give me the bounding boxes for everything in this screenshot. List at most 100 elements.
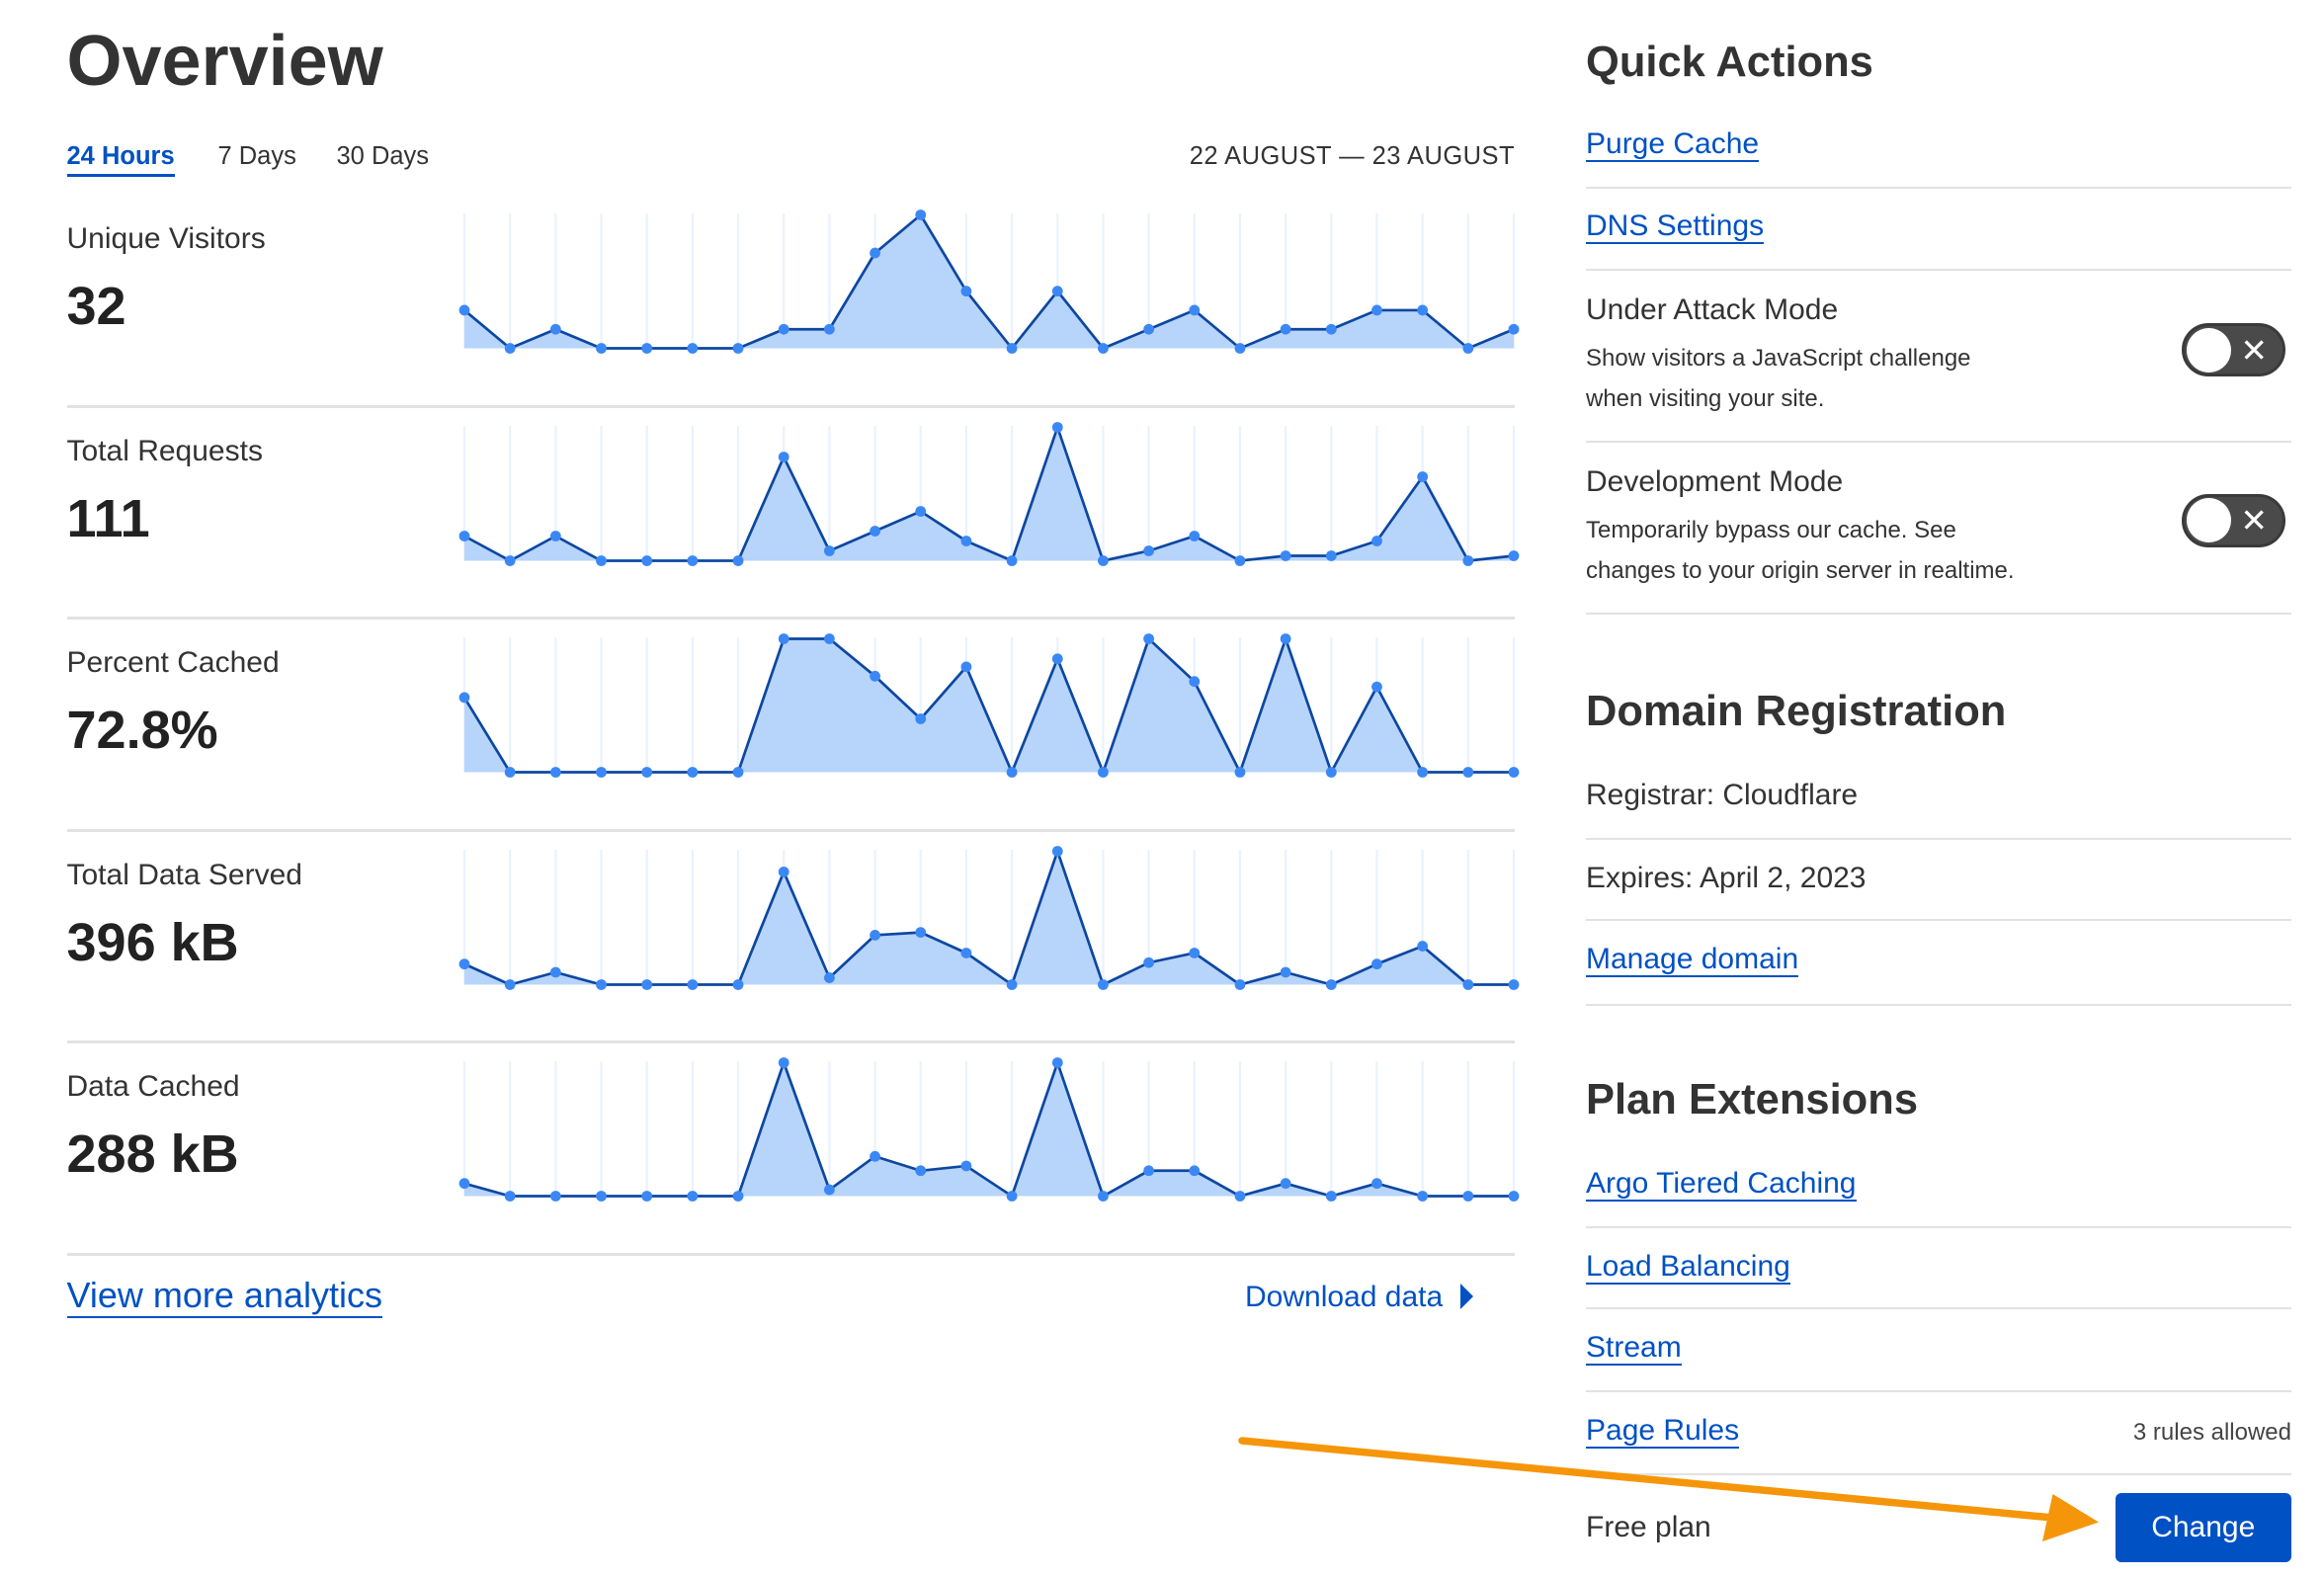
chart-line [462,846,1514,987]
data-point [595,767,607,778]
chart-area [463,427,1514,560]
metric-row: Data Cached 288 kB [66,1040,1519,1256]
manage-domain-link[interactable]: Manage domain [1586,943,1799,977]
data-point [960,535,971,546]
data-point [914,713,926,724]
data-point [778,866,789,877]
data-point [1097,554,1109,566]
data-point [778,1057,789,1068]
development-mode-row: Development Mode Temporarily bypass our … [1586,465,2291,615]
data-point [1508,1191,1519,1202]
under-attack-mode-row: Under Attack Mode Show visitors a JavaSc… [1586,293,2291,443]
data-point [1188,530,1200,541]
metric-value: 288 kB [66,1124,239,1184]
data-point [549,530,561,541]
data-point [640,978,652,990]
data-point [1370,681,1382,693]
chart-area [463,214,1514,349]
tab-7-days[interactable]: 7 Days [217,142,296,170]
data-point [504,767,516,778]
under-attack-desc-1: Show visitors a JavaScript challenge [1586,345,1971,372]
change-plan-button[interactable]: Change [2115,1492,2291,1562]
purge-cache-link[interactable]: Purge Cache [1586,127,1760,162]
data-point [458,692,469,704]
data-point [458,957,469,969]
data-point [458,1178,469,1190]
metric-label: Total Data Served [66,858,302,891]
download-data-link[interactable]: Download data [1245,1281,1473,1314]
argo-tiered-caching-link[interactable]: Argo Tiered Caching [1586,1166,1857,1202]
data-point [686,767,698,778]
data-point [1508,323,1519,335]
development-mode-toggle[interactable]: ✕ [2182,493,2285,547]
data-point [549,966,561,977]
metric-label: Percent Cached [66,646,280,679]
data-point [1280,966,1291,977]
data-point [960,947,971,958]
development-desc-1: Temporarily bypass our cache. See [1586,517,1956,543]
data-point [1142,1165,1154,1177]
data-point [549,1191,561,1202]
data-point [1370,1178,1382,1190]
data-point [640,767,652,778]
data-point [1097,767,1109,778]
stream-link[interactable]: Stream [1586,1331,1682,1366]
data-point [1051,286,1063,297]
plan-name: Free plan [1586,1510,1711,1543]
under-attack-mode-title: Under Attack Mode [1586,293,1839,326]
data-point [1234,1191,1245,1202]
load-balancing-link[interactable]: Load Balancing [1586,1249,1790,1285]
data-point [823,971,835,983]
data-point [1508,549,1519,561]
data-point [1142,323,1154,335]
data-point [1416,470,1428,482]
data-point [732,554,743,566]
data-point [1416,1191,1428,1202]
caret-right-icon [1460,1284,1473,1309]
close-icon: ✕ [2240,331,2268,369]
data-point [1370,535,1382,546]
data-point [1325,978,1337,990]
data-point [1188,947,1200,958]
metric-row: Unique Visitors 32 [66,193,1519,408]
data-point [823,544,835,556]
data-point [1188,304,1200,316]
data-point [914,209,926,220]
chart-line [463,1058,1514,1199]
sparkline-chart [458,209,1519,354]
sparkline-chart [458,633,1519,778]
data-point [1234,978,1245,990]
data-point [1461,554,1473,566]
close-icon: ✕ [2240,502,2268,539]
data-point [686,343,698,354]
data-point [1461,767,1473,778]
metric-value: 72.8% [66,701,218,760]
data-point [1142,544,1154,556]
metric-row: Total Data Served 396 kB [66,829,1519,1043]
data-point [1234,767,1245,778]
data-point [595,1191,607,1202]
data-point [595,343,607,354]
chart-line [462,634,1514,777]
plan-extensions-title: Plan Extensions [1586,1076,1919,1123]
tab-30-days[interactable]: 30 Days [336,142,430,170]
data-point [1280,323,1291,335]
data-point [732,978,743,990]
view-more-analytics-link[interactable]: View more analytics [66,1275,382,1318]
data-point [823,633,835,644]
data-point [1097,343,1109,354]
data-point [1325,767,1337,778]
registrar: Registrar: Cloudflare [1586,779,2291,840]
tab-24-hours[interactable]: 24 Hours [66,142,175,177]
page-rules-link[interactable]: Page Rules [1586,1414,1740,1449]
download-data-label: Download data [1245,1281,1444,1313]
under-attack-mode-toggle[interactable]: ✕ [2182,323,2285,376]
data-point [1051,845,1063,857]
data-point [960,661,971,673]
development-desc-2: changes to your origin server in realtim… [1586,556,2015,584]
data-point [1142,633,1154,644]
sparkline-chart [458,845,1519,990]
chart-area [463,851,1514,984]
dns-settings-link[interactable]: DNS Settings [1586,208,1765,244]
